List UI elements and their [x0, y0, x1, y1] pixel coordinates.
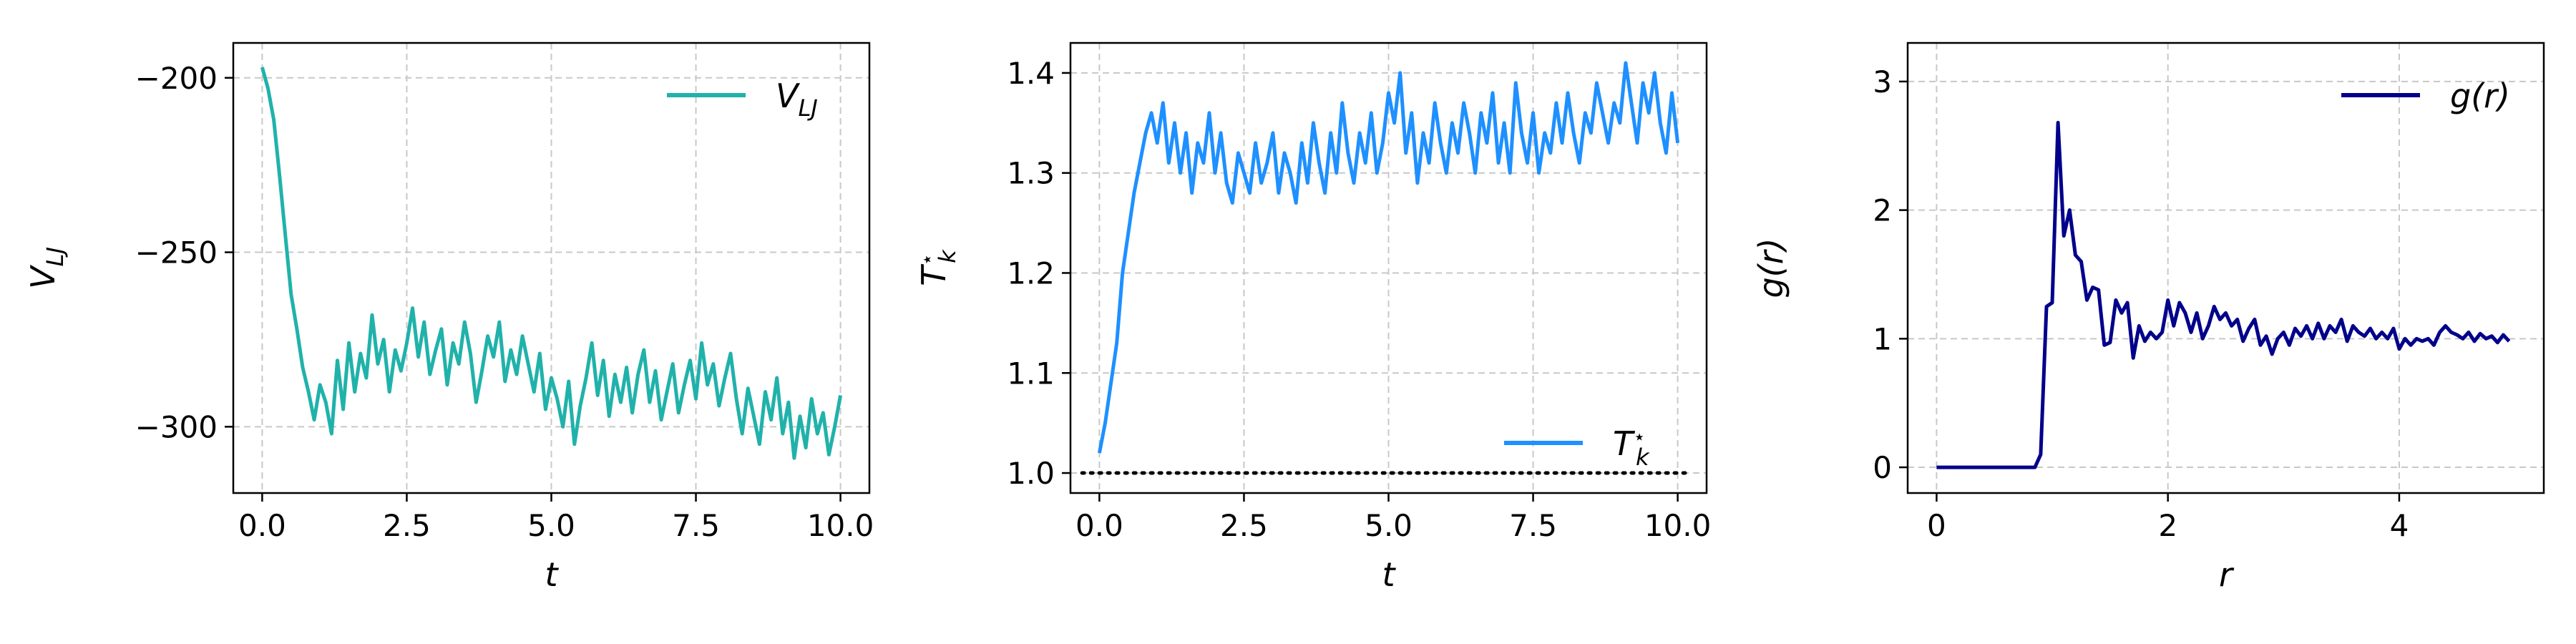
x-tick-label: 5.0	[1365, 508, 1413, 543]
y-tick-label: 1.1	[1007, 356, 1055, 391]
y-tick-label: −300	[135, 409, 218, 444]
x-tick-label: 10.0	[1644, 508, 1712, 543]
x-tick-label: 7.5	[1509, 508, 1557, 543]
legend-label: T⋆ k	[1613, 424, 1650, 471]
chart-panel-3: 0 2 4 0 1 2 3 r g(r) g(r)	[1752, 42, 2545, 594]
x-tick-label: 2	[2158, 508, 2177, 543]
y-tick-label: 2	[1873, 193, 1892, 228]
x-tick-label: 0.0	[238, 508, 286, 543]
x-axis-label: t	[1382, 555, 1396, 594]
x-tick-label: 5.0	[527, 508, 575, 543]
chart-panel-1: 0.0 2.5 5.0 7.5 10.0 −200 −250 −300 t VLJ VLJ	[24, 42, 874, 594]
x-tick-label: 0	[1927, 508, 1946, 543]
plot-frame	[1906, 42, 2545, 494]
series-line	[260, 67, 843, 460]
x-tick-label: 10.0	[807, 508, 874, 543]
x-tick-label: 7.5	[672, 508, 720, 543]
y-tick-label: 3	[1873, 64, 1892, 99]
series-line	[1936, 120, 2511, 469]
y-tick-label: 1.4	[1007, 56, 1055, 91]
series-line	[1097, 61, 1680, 454]
legend: T⋆ k	[1504, 424, 1650, 471]
x-tick-label: 0.0	[1075, 508, 1123, 543]
x-axis-label: r	[2219, 555, 2235, 594]
legend: g(r)	[2341, 77, 2510, 115]
chart-panel-2: 0.0 2.5 5.0 7.5 10.0 1.0 1.1 1.2 1.3 1.4 t T⋆k T⋆ k	[914, 42, 1712, 594]
y-tick-label: −250	[135, 235, 218, 270]
legend: VLJ	[667, 77, 818, 122]
legend-label: VLJ	[776, 77, 818, 122]
y-tick-label: 1	[1873, 321, 1892, 356]
y-axis-label: VLJ	[24, 247, 69, 289]
y-tick-label: 1.2	[1007, 255, 1055, 291]
y-tick-label: 1.0	[1007, 456, 1055, 491]
x-tick-label: 4	[2390, 508, 2409, 543]
y-axis-label: T⋆k	[914, 249, 961, 286]
legend-label: g(r)	[2450, 77, 2510, 115]
x-tick-label: 2.5	[1220, 508, 1268, 543]
x-axis-label: t	[545, 555, 559, 594]
y-tick-label: 1.3	[1007, 156, 1055, 191]
y-axis-label: g(r)	[1752, 238, 1790, 298]
x-tick-label: 2.5	[383, 508, 431, 543]
y-tick-label: −200	[135, 61, 218, 96]
y-tick-label: 0	[1873, 450, 1892, 485]
